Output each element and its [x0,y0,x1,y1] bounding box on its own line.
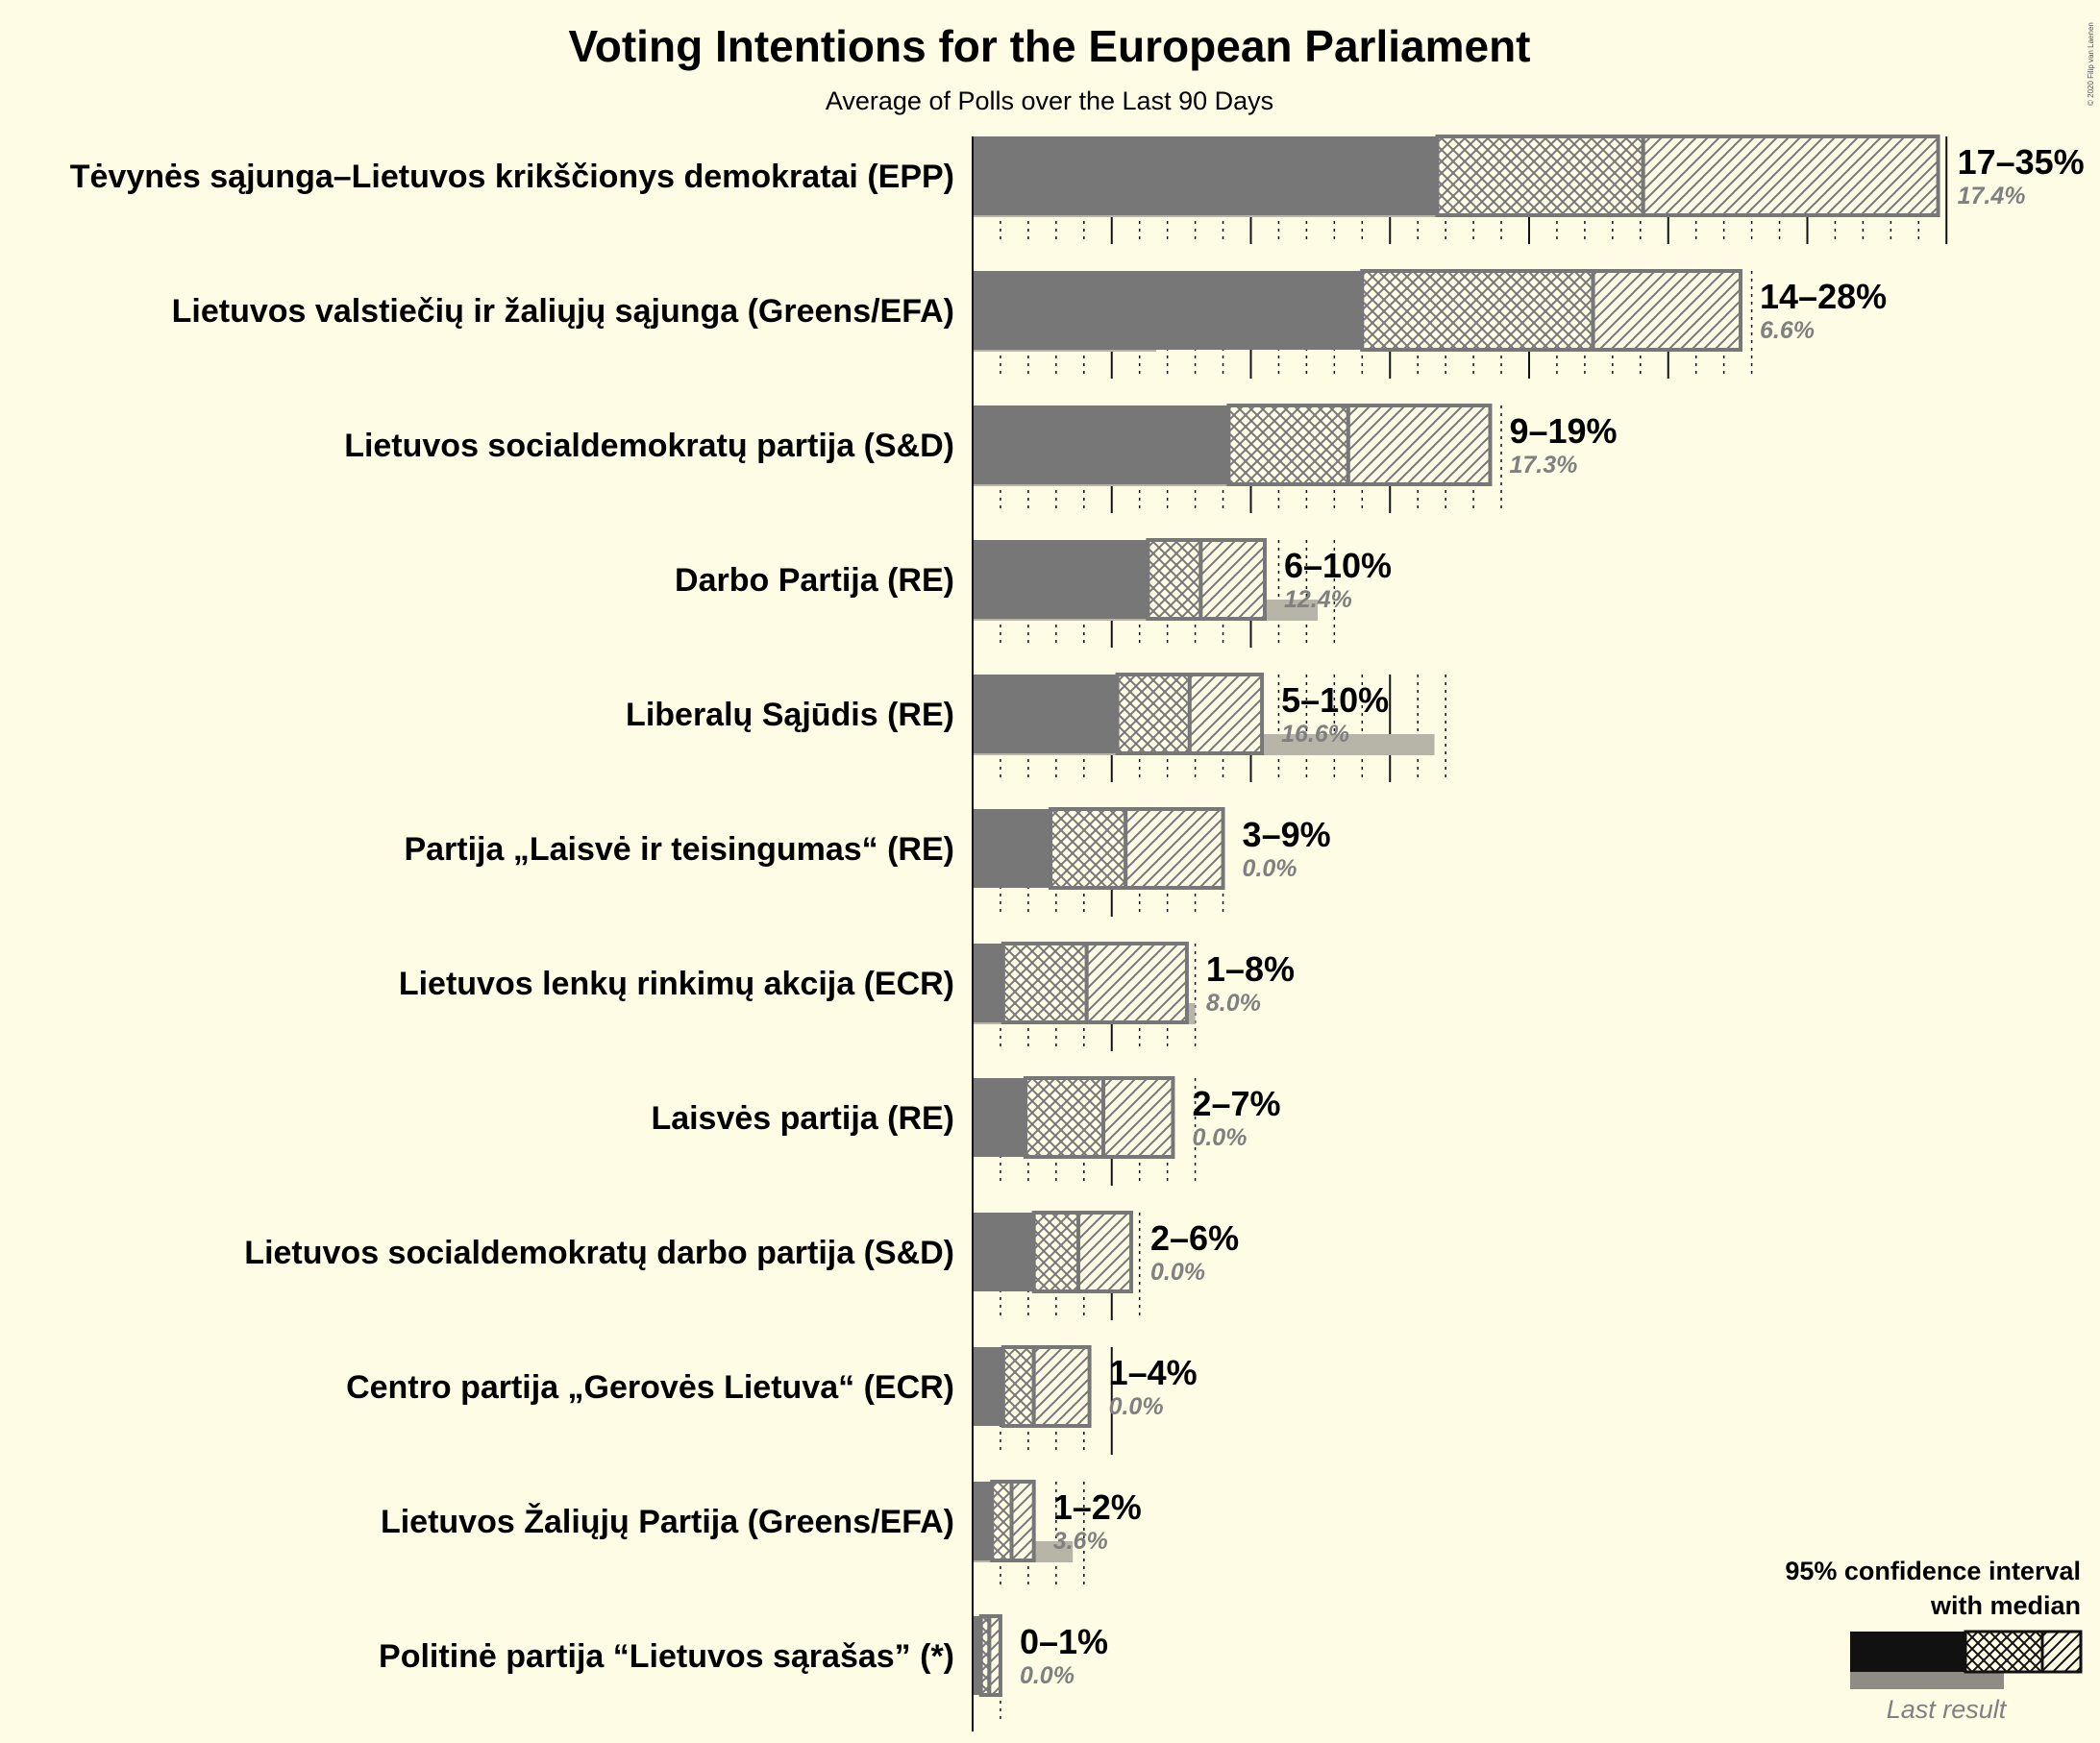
ci-hatch-bar [1641,135,1940,217]
ci-hatch-bar [1031,1345,1092,1428]
range-label: 3–9% [1243,815,1331,854]
last-result-label: 3.6% [1053,1528,1108,1555]
ci-hatch-bar [1101,1076,1175,1159]
last-result-label: 16.6% [1281,721,1349,748]
ci-crosshatch-bar [990,1480,1014,1562]
last-result-label: 0.0% [1020,1662,1075,1689]
legend-solid-swatch [1850,1632,1965,1672]
ci-hatch-bar [1346,404,1493,486]
range-label: 6–10% [1284,546,1392,585]
legend-crosshatch-swatch [1964,1630,2044,1674]
last-result-label: 0.0% [1243,855,1297,882]
party-name: Laisvės partija (RE) [651,1100,954,1137]
party-name: Centro partija „Gerovės Lietuva“ (ECR) [346,1369,954,1406]
ci-solid-bar [973,136,1438,215]
last-result-label: 0.0% [1150,1259,1205,1286]
ci-hatch-bar [1084,942,1189,1024]
range-label: 14–28% [1760,277,1887,316]
ci-solid-bar [973,540,1149,619]
ci-crosshatch-bar [1435,135,1645,217]
ci-solid-bar [973,1482,993,1560]
ci-hatch-bar [1076,1211,1134,1293]
party-name: Lietuvos socialdemokratų darbo partija (… [244,1235,954,1271]
copyright-note: © 2020 Filip van Laenen [2087,22,2095,106]
party-name: Lietuvos socialdemokratų partija (S&D) [344,428,954,464]
range-label: 5–10% [1281,680,1389,720]
party-rows: Tėvynės sąjunga–Lietuvos krikščionys dem… [70,135,2085,1731]
ci-solid-bar [973,944,1003,1022]
party-name: Lietuvos valstiečių ir žaliųjų sąjunga (… [172,293,954,330]
last-result-label: 17.4% [1958,183,2026,209]
party-name: Lietuvos lenkų rinkimų akcija (ECR) [399,966,954,1002]
range-label: 9–19% [1509,411,1617,451]
ci-solid-bar [973,1347,1003,1426]
ci-hatch-bar [1187,673,1265,755]
party-name: Darbo Partija (RE) [675,562,954,599]
last-result-label: 0.0% [1192,1124,1247,1151]
ci-solid-bar [973,1616,981,1695]
last-result-label: 6.6% [1760,317,1815,344]
ci-crosshatch-bar [1146,538,1203,621]
party-name: Liberalų Sąjūdis (RE) [626,697,954,733]
last-result-label: 0.0% [1109,1393,1164,1420]
chart-subtitle: Average of Polls over the Last 90 Days [826,86,1273,115]
ci-solid-bar [973,1078,1026,1157]
legend-last-result-swatch [1850,1670,2004,1689]
party-name: Partija „Laisvė ir teisingumas“ (RE) [404,831,954,868]
legend-last-result-label: Last result [1887,1695,2008,1724]
range-label: 0–1% [1020,1622,1108,1661]
range-label: 2–7% [1192,1084,1280,1123]
legend-title-line1: 95% confidence interval [1785,1557,2081,1585]
ci-crosshatch-bar [1031,1211,1081,1293]
chart-title: Voting Intentions for the European Parli… [569,21,1531,71]
ci-hatch-bar [1198,538,1267,621]
ci-hatch-bar [987,1614,1002,1697]
range-label: 2–6% [1150,1218,1239,1258]
ci-solid-bar [973,809,1051,888]
ci-crosshatch-bar [1115,673,1192,755]
ci-crosshatch-bar [1024,1076,1106,1159]
ci-hatch-bar [1009,1480,1036,1562]
ci-hatch-bar [1124,807,1225,890]
ci-solid-bar [973,271,1363,350]
range-label: 17–35% [1958,142,2085,182]
legend: 95% confidence interval with median Last… [1785,1557,2083,1724]
ci-solid-bar [973,675,1118,753]
range-label: 1–4% [1109,1353,1198,1392]
range-label: 1–2% [1053,1487,1142,1527]
ci-crosshatch-bar [1360,269,1595,352]
party-name: Tėvynės sąjunga–Lietuvos krikščionys dem… [70,159,954,195]
ci-solid-bar [973,405,1229,484]
legend-title-line2: with median [1930,1591,2081,1620]
legend-hatch-swatch [2040,1630,2083,1674]
party-name: Lietuvos Žaliųjų Partija (Greens/EFA) [381,1504,954,1540]
ci-crosshatch-bar [1001,942,1089,1024]
ci-crosshatch-bar [1226,404,1350,486]
last-result-label: 17.3% [1509,452,1577,479]
ci-crosshatch-bar [1049,807,1128,890]
range-label: 1–8% [1206,949,1295,989]
party-name: Politinė partija “Lietuvos sąrašas” (*) [379,1638,954,1675]
last-result-label: 8.0% [1206,990,1261,1017]
ci-crosshatch-bar [1001,1345,1036,1428]
ci-solid-bar [973,1213,1034,1291]
ci-hatch-bar [1591,269,1743,352]
last-result-label: 12.4% [1284,586,1352,613]
